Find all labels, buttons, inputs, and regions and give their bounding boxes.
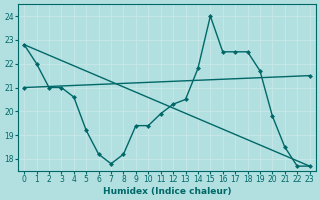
X-axis label: Humidex (Indice chaleur): Humidex (Indice chaleur) xyxy=(103,187,231,196)
